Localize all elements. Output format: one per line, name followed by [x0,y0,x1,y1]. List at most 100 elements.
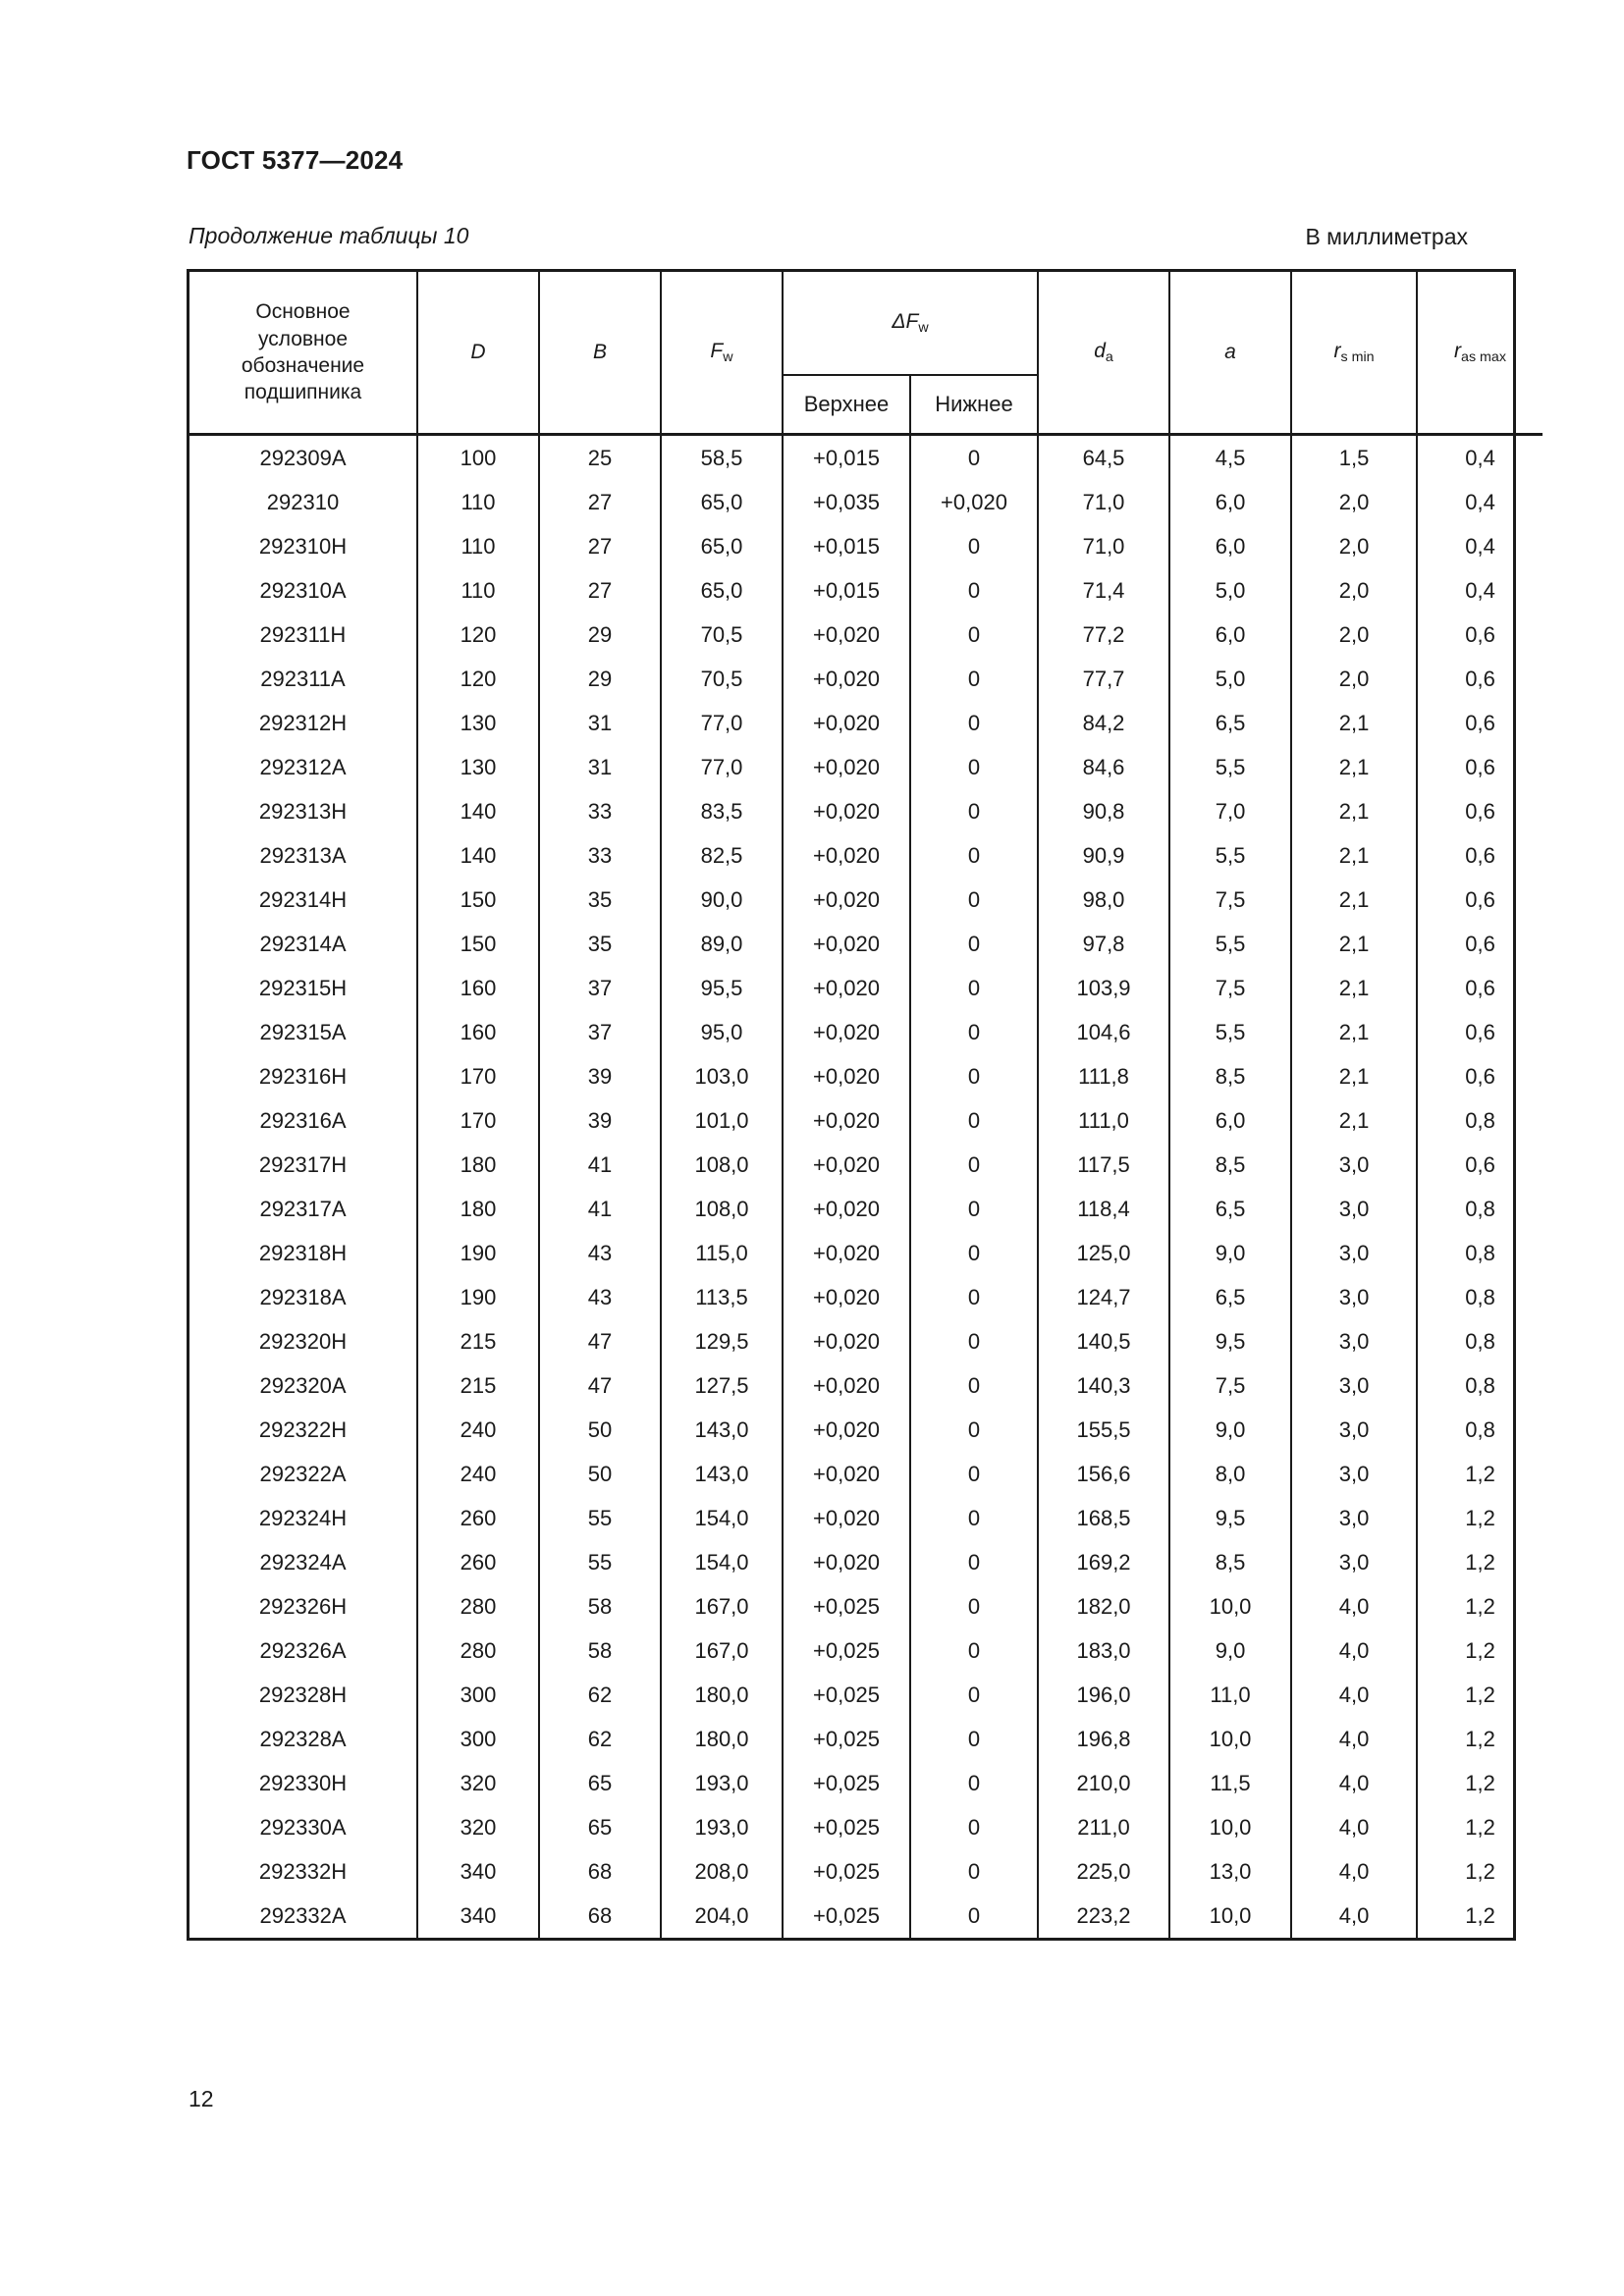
cell-D: 100 [417,434,540,480]
cell-B: 41 [539,1143,662,1187]
cell-upper: +0,020 [783,1540,911,1584]
cell-lower: 0 [910,701,1040,745]
cell-lower: 0 [910,1629,1040,1673]
standard-designation: ГОСТ 5377—2024 [187,145,404,175]
cell-D: 320 [417,1805,540,1849]
cell-upper: +0,020 [783,1231,911,1275]
cell-rasmax: 0,4 [1465,445,1495,470]
cell-a: 6,5 [1169,701,1293,745]
cell-D: 130 [417,701,540,745]
cell-a: 11,0 [1169,1673,1293,1717]
cell-lower: 0 [910,434,1040,480]
cell-D: 300 [417,1673,540,1717]
table-row: 292328A 300 62 180,0 +0,025 0 196,8 10,0 4,0 1,2 [189,1717,1543,1761]
cell-D: 160 [417,966,540,1010]
cell-B: 33 [539,833,662,878]
cell-rsmin: 3,0 [1291,1452,1419,1496]
cell-lower: 0 [910,1717,1040,1761]
table-row: 292310A 110 27 65,0 +0,015 0 71,4 5,0 2,0 0,4 [189,568,1543,613]
cell-D: 215 [417,1319,540,1363]
cell-D: 180 [417,1187,540,1231]
cell-D: 130 [417,745,540,789]
table-row: 292318A 190 43 113,5 +0,020 0 124,7 6,5 3,0 0,8 [189,1275,1543,1319]
cell-designation: 292315H [189,966,418,1010]
cell-D: 340 [417,1894,540,1938]
cell-designation: 292312A [189,745,418,789]
cell-Fw: 193,0 [661,1805,784,1849]
table-row: 292315A 160 37 95,0 +0,020 0 104,6 5,5 2,1 0,6 [189,1010,1543,1054]
cell-da: 140,3 [1038,1363,1171,1408]
cell-a: 9,0 [1169,1408,1293,1452]
cell-rsmin: 2,1 [1291,1054,1419,1098]
cell-D: 240 [417,1452,540,1496]
cell-Fw: 143,0 [661,1408,784,1452]
table-row: 292313A 140 33 82,5 +0,020 0 90,9 5,5 2,1 0,6 [189,833,1543,878]
cell-a: 6,0 [1169,524,1293,568]
cell-Fw: 127,5 [661,1363,784,1408]
table-row: 292322H 240 50 143,0 +0,020 0 155,5 9,0 3,0 0,8 [189,1408,1543,1452]
cell-B: 47 [539,1363,662,1408]
table-row: 292326H 280 58 167,0 +0,025 0 182,0 10,0 4,0 1,2 [189,1584,1543,1629]
table-row: 292315H 160 37 95,5 +0,020 0 103,9 7,5 2,1 0,6 [189,966,1543,1010]
symbol-D: D [470,340,486,363]
cell-rsmin: 4,0 [1291,1761,1419,1805]
cell-upper: +0,025 [783,1717,911,1761]
cell-a: 8,5 [1169,1054,1293,1098]
cell-designation: 292317A [189,1187,418,1231]
cell-designation: 292316A [189,1098,418,1143]
cell-rsmin: 2,0 [1291,568,1419,613]
cell-upper: +0,020 [783,657,911,701]
cell-rsmin: 4,0 [1291,1673,1419,1717]
cell-B: 65 [539,1805,662,1849]
cell-designation: 292314A [189,922,418,966]
cell-lower: 0 [910,524,1040,568]
cell-Fw: 95,5 [661,966,784,1010]
symbol-r-smin-subscript: s min [1340,348,1375,365]
cell-a: 5,5 [1169,1010,1293,1054]
cell-designation: 292318A [189,1275,418,1319]
cell-upper: +0,020 [783,833,911,878]
cell-rasmax: 0,8 [1465,1416,1495,1442]
cell-rsmin: 2,0 [1291,613,1419,657]
cell-rasmax: 0,8 [1465,1240,1495,1265]
cell-rasmax: 0,6 [1465,710,1495,735]
cell-D: 120 [417,657,540,701]
cell-B: 47 [539,1319,662,1363]
cell-D: 110 [417,524,540,568]
symbol-deltaFw-subscript: w [918,319,929,336]
cell-rasmax: 0,8 [1465,1196,1495,1221]
symbol-Fw-subscript: w [723,348,733,365]
cell-B: 55 [539,1496,662,1540]
cell-designation: 292312H [189,701,418,745]
cell-designation: 292311A [189,657,418,701]
cell-D: 240 [417,1408,540,1452]
cell-D: 190 [417,1275,540,1319]
cell-D: 110 [417,568,540,613]
table-row: 292316H 170 39 103,0 +0,020 0 111,8 8,5 2,1 0,6 [189,1054,1543,1098]
table-row: 292309A 100 25 58,5 +0,015 0 64,5 4,5 1,5 0,4 [189,434,1543,480]
cell-a: 9,0 [1169,1231,1293,1275]
cell-upper: +0,020 [783,966,911,1010]
cell-designation: 292310H [189,524,418,568]
symbol-a: a [1224,340,1236,363]
cell-rsmin: 2,0 [1291,657,1419,701]
cell-rsmin: 2,1 [1291,878,1419,922]
cell-a: 6,5 [1169,1275,1293,1319]
cell-Fw: 154,0 [661,1496,784,1540]
symbol-r-asmax-subscript: as max [1461,348,1506,365]
cell-lower: 0 [910,1231,1040,1275]
cell-B: 62 [539,1717,662,1761]
col-header-deltaFw-group: ΔFw [783,272,1040,376]
cell-rsmin: 2,1 [1291,1098,1419,1143]
cell-B: 33 [539,789,662,833]
cell-lower: 0 [910,613,1040,657]
cell-upper: +0,020 [783,789,911,833]
cell-da: 111,0 [1038,1098,1171,1143]
cell-Fw: 90,0 [661,878,784,922]
cell-designation: 292330A [189,1805,418,1849]
table-row: 292311H 120 29 70,5 +0,020 0 77,2 6,0 2,0 0,6 [189,613,1543,657]
cell-upper: +0,025 [783,1761,911,1805]
cell-rsmin: 3,0 [1291,1231,1419,1275]
table-row: 292322A 240 50 143,0 +0,020 0 156,6 8,0 3,0 1,2 [189,1452,1543,1496]
cell-Fw: 143,0 [661,1452,784,1496]
